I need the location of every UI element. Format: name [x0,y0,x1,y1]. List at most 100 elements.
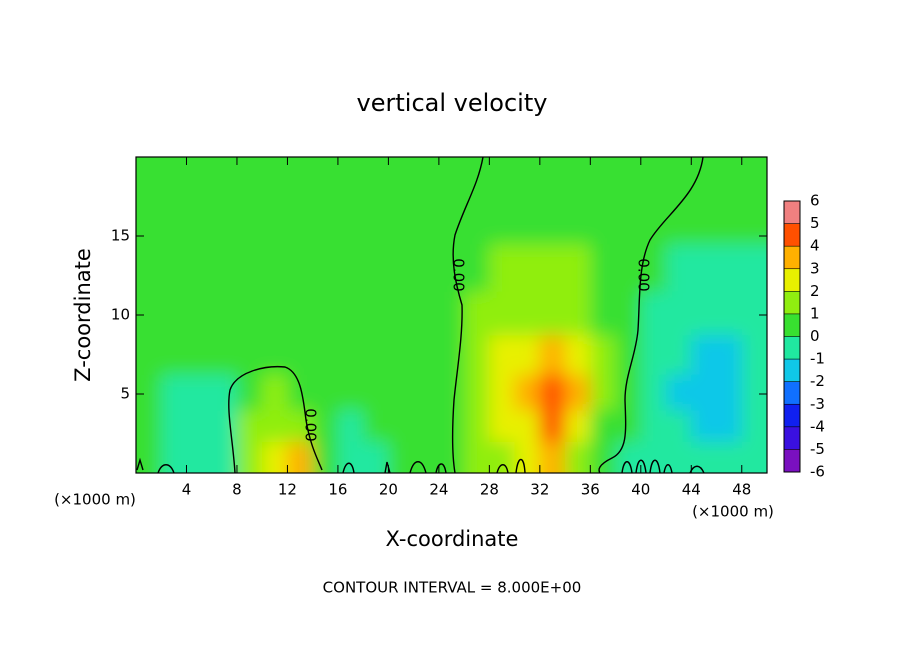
field-cell [464,441,490,473]
y-tick-label: 10 [111,306,130,324]
footer: CONTOUR INTERVAL = 8.000E+00 [323,579,582,597]
field-cell [489,243,516,292]
contour-line [598,156,704,474]
field-cell [236,196,263,245]
field-cell [489,409,516,442]
field-cell [388,409,415,442]
field-cell [489,441,516,473]
colorbar-label: -2 [810,372,825,390]
field-cell [186,157,213,197]
field-cell [438,243,465,292]
field-cell [262,291,288,336]
field-cell [464,409,490,442]
x-unit-label: (×1000 m) [54,491,136,509]
field-cell [666,291,692,336]
colorbar-segment [784,201,800,224]
field-cell [691,196,718,245]
field-cell [413,334,440,375]
field-cell [287,196,314,245]
field-cell [691,334,718,375]
field-cell [262,441,288,473]
field-cell [565,243,591,292]
colorbar-segment [784,336,800,360]
field-cell [262,157,288,197]
x-axis-label: X-coordinate [386,527,519,551]
field-cell [716,157,743,197]
colorbar-segment [784,381,800,405]
contours [136,156,705,474]
colorbar-label: 1 [810,304,820,322]
field-cell [741,157,767,197]
field-cell [363,374,389,411]
field-cell [186,196,213,245]
field-cell [312,409,339,442]
x-tick-label: 20 [379,481,398,499]
field-cell [337,409,364,442]
field-cell [590,157,617,197]
y-tick-label: 15 [111,227,130,245]
field-cell [464,243,490,292]
field-cell [186,441,213,473]
field-cell [489,157,516,197]
field-cell [363,196,389,245]
field-cell [388,157,415,197]
field-cell [287,409,314,442]
x-tick-label: 32 [530,481,549,499]
field-cell [489,374,516,411]
field-cell [236,409,263,442]
field-cell [211,409,238,442]
field-cell [287,243,314,292]
field-cell [312,243,339,292]
field-cell [161,196,187,245]
field-cell [413,291,440,336]
field-cell [312,291,339,336]
field-cell [236,441,263,473]
field-cell [565,196,591,245]
field-cell [666,374,692,411]
colorbar-label: -1 [810,350,825,368]
field-cell [539,334,566,375]
field-cell [136,157,162,197]
field-cell [666,409,692,442]
field-cell [413,409,440,442]
field-cell [413,374,440,411]
colorbar-label: -5 [810,440,825,458]
field-cell [413,196,440,245]
field-cell [312,334,339,375]
field-cell [262,196,288,245]
field-cell [413,157,440,197]
field-cell [388,374,415,411]
field-cell [337,441,364,473]
field-cell [287,374,314,411]
field-cell [388,291,415,336]
x-tick-label: 40 [631,481,650,499]
field-cell [590,334,617,375]
field-cell [741,441,767,473]
field-cell [388,196,415,245]
field-cell [539,243,566,292]
field-cell [464,291,490,336]
field-cell [464,334,490,375]
field-cell [565,409,591,442]
field-cell [691,441,718,473]
field-cell [236,374,263,411]
field-cell [539,157,566,197]
field-cell [615,196,642,245]
field-cell [262,409,288,442]
field-cell [590,409,617,442]
field-cell [363,291,389,336]
field-cell [211,243,238,292]
field-cell [236,291,263,336]
field-cell [236,334,263,375]
contour-line [451,156,484,474]
colorbar-label: -4 [810,417,825,435]
field-cell [464,196,490,245]
colorbar-segment [784,246,800,269]
field-cell [287,441,314,473]
field-cell [590,291,617,336]
field-cell [136,409,162,442]
field-cell [161,374,187,411]
field-cell [716,334,743,375]
colorbar-segment [784,426,800,450]
